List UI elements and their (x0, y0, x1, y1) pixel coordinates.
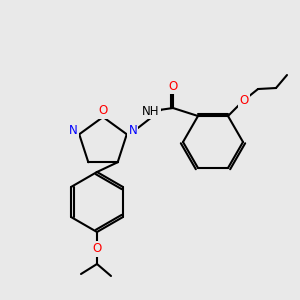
Text: O: O (98, 104, 108, 118)
Text: N: N (69, 124, 78, 137)
Text: NH: NH (142, 104, 160, 118)
Text: O: O (92, 242, 102, 256)
Text: O: O (239, 94, 249, 106)
Text: N: N (128, 124, 137, 137)
Text: O: O (168, 80, 178, 92)
